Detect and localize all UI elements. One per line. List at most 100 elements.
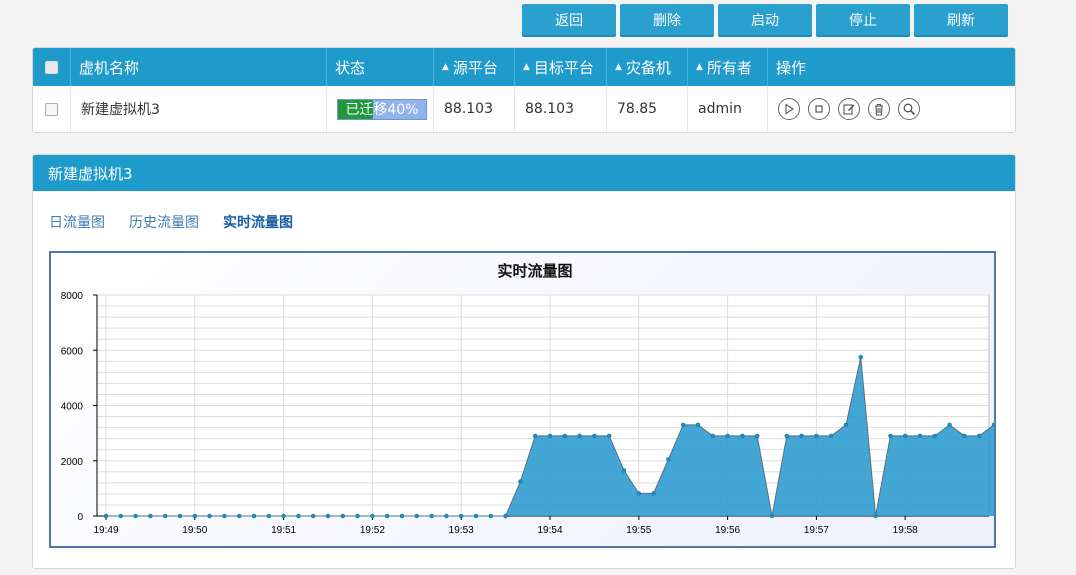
data-point xyxy=(399,513,405,519)
data-point xyxy=(991,422,994,428)
header-source[interactable]: ▲︎ 源平台 xyxy=(434,48,515,86)
x-tick-label: 19:57 xyxy=(804,525,829,536)
select-all-checkbox[interactable] xyxy=(45,60,58,74)
panel-title: 新建虚拟机3 xyxy=(33,155,1015,191)
y-tick-label: 6000 xyxy=(61,346,84,357)
data-point xyxy=(799,433,804,439)
data-point xyxy=(621,468,627,473)
data-point xyxy=(917,433,923,439)
migration-progress-bar: 已迁移40% xyxy=(337,98,427,120)
y-tick-label: 8000 xyxy=(61,291,84,302)
data-point xyxy=(518,479,523,484)
refresh-button[interactable]: 刷新 xyxy=(914,4,1008,37)
header-ops: 操作 xyxy=(776,58,807,77)
data-point xyxy=(828,433,834,439)
data-point xyxy=(636,491,642,496)
data-point xyxy=(666,457,671,462)
data-point xyxy=(888,433,893,439)
x-tick-label: 19:52 xyxy=(360,525,385,536)
x-tick-label: 19:51 xyxy=(271,525,296,536)
data-point xyxy=(177,513,183,519)
data-point xyxy=(710,433,716,439)
data-point xyxy=(858,354,864,360)
search-icon[interactable] xyxy=(898,98,920,120)
data-point xyxy=(976,433,982,439)
play-icon[interactable] xyxy=(778,98,800,120)
data-point xyxy=(162,513,168,519)
data-point xyxy=(370,513,375,519)
progress-label: 已迁移40% xyxy=(345,102,419,118)
data-point xyxy=(902,433,908,439)
data-point xyxy=(325,513,331,519)
cell-ops xyxy=(768,86,1015,132)
data-point xyxy=(281,513,286,519)
toolbar: 返回 删除 启动 停止 刷新 xyxy=(522,4,1008,37)
header-target[interactable]: ▲︎ 目标平台 xyxy=(515,48,607,86)
data-point xyxy=(503,513,508,519)
back-button[interactable]: 返回 xyxy=(522,4,616,37)
stop-icon[interactable] xyxy=(808,98,830,120)
traffic-tabs: 日流量图 历史流量图 实时流量图 xyxy=(49,212,317,232)
select-all-cell xyxy=(33,48,71,86)
data-point xyxy=(532,433,538,439)
vm-table: 虚机名称 状态 ▲︎ 源平台 ▲︎ 目标平台 ▲︎ 灾备机 ▲︎ 所有者 操作 新建虚拟… xyxy=(32,47,1016,133)
data-point xyxy=(207,513,212,519)
sort-icon: ▲︎ xyxy=(696,62,703,72)
chart-title: 实时流量图 xyxy=(497,262,572,280)
x-tick-label: 19:54 xyxy=(537,525,562,536)
vm-detail-panel: 新建虚拟机3 日流量图 历史流量图 实时流量图 0 2000 4000 6000 800… xyxy=(32,154,1016,569)
data-point xyxy=(355,513,360,519)
x-tick-label: 19:58 xyxy=(893,525,918,536)
x-tick-label: 19:56 xyxy=(715,525,740,536)
realtime-traffic-chart: 0 2000 4000 6000 8000 19:49 19:50 19:51 19:52 19:… xyxy=(49,251,996,548)
start-button[interactable]: 启动 xyxy=(718,4,812,37)
tab-history-traffic[interactable]: 历史流量图 xyxy=(129,215,199,231)
trash-icon[interactable] xyxy=(868,98,890,120)
cell-target: 88.103 xyxy=(515,86,607,132)
y-tick-label: 4000 xyxy=(61,402,84,413)
delete-button[interactable]: 删除 xyxy=(620,4,714,37)
sort-icon: ▲︎ xyxy=(615,62,622,72)
data-point xyxy=(606,433,612,439)
header-backup[interactable]: ▲︎ 灾备机 xyxy=(607,48,688,86)
data-point xyxy=(414,513,420,519)
y-tick-label: 0 xyxy=(77,512,83,523)
data-point xyxy=(488,513,494,519)
header-name: 虚机名称 xyxy=(71,48,327,86)
stop-button[interactable]: 停止 xyxy=(816,4,910,37)
data-point xyxy=(222,513,227,519)
data-point xyxy=(458,513,464,519)
data-point xyxy=(148,513,153,519)
data-point xyxy=(444,513,449,519)
row-checkbox[interactable] xyxy=(45,102,58,116)
data-point xyxy=(133,513,138,519)
data-point xyxy=(843,422,849,428)
data-point xyxy=(740,433,745,439)
chart-svg: 0 2000 4000 6000 8000 19:49 19:50 19:51 19:52 19:… xyxy=(61,262,994,536)
data-point xyxy=(236,513,242,519)
data-point xyxy=(473,513,479,519)
cell-backup: 78.85 xyxy=(607,86,688,132)
data-point xyxy=(695,422,701,428)
cell-owner: admin xyxy=(688,86,768,132)
tab-daily-traffic[interactable]: 日流量图 xyxy=(49,215,105,231)
tab-realtime-traffic[interactable]: 实时流量图 xyxy=(223,215,293,231)
data-point xyxy=(651,491,656,496)
sort-icon: ▲︎ xyxy=(523,62,530,72)
row-actions xyxy=(778,98,920,120)
cell-status: 已迁移40% xyxy=(327,86,434,132)
table-header: 虚机名称 状态 ▲︎ 源平台 ▲︎ 目标平台 ▲︎ 灾备机 ▲︎ 所有者 操作 xyxy=(33,48,1015,86)
progress-fill xyxy=(338,99,374,119)
data-point xyxy=(384,513,390,519)
data-point xyxy=(592,433,597,439)
edit-icon[interactable] xyxy=(838,98,860,120)
data-point xyxy=(769,513,775,519)
x-tick-label: 19:49 xyxy=(93,525,118,536)
x-tick-label: 19:53 xyxy=(449,525,474,536)
data-point xyxy=(192,513,198,519)
data-point xyxy=(725,433,730,439)
cell-name: 新建虚拟机3 xyxy=(71,86,327,132)
data-point xyxy=(962,433,967,439)
header-owner[interactable]: ▲︎ 所有者 xyxy=(688,48,768,86)
data-point xyxy=(296,513,301,519)
